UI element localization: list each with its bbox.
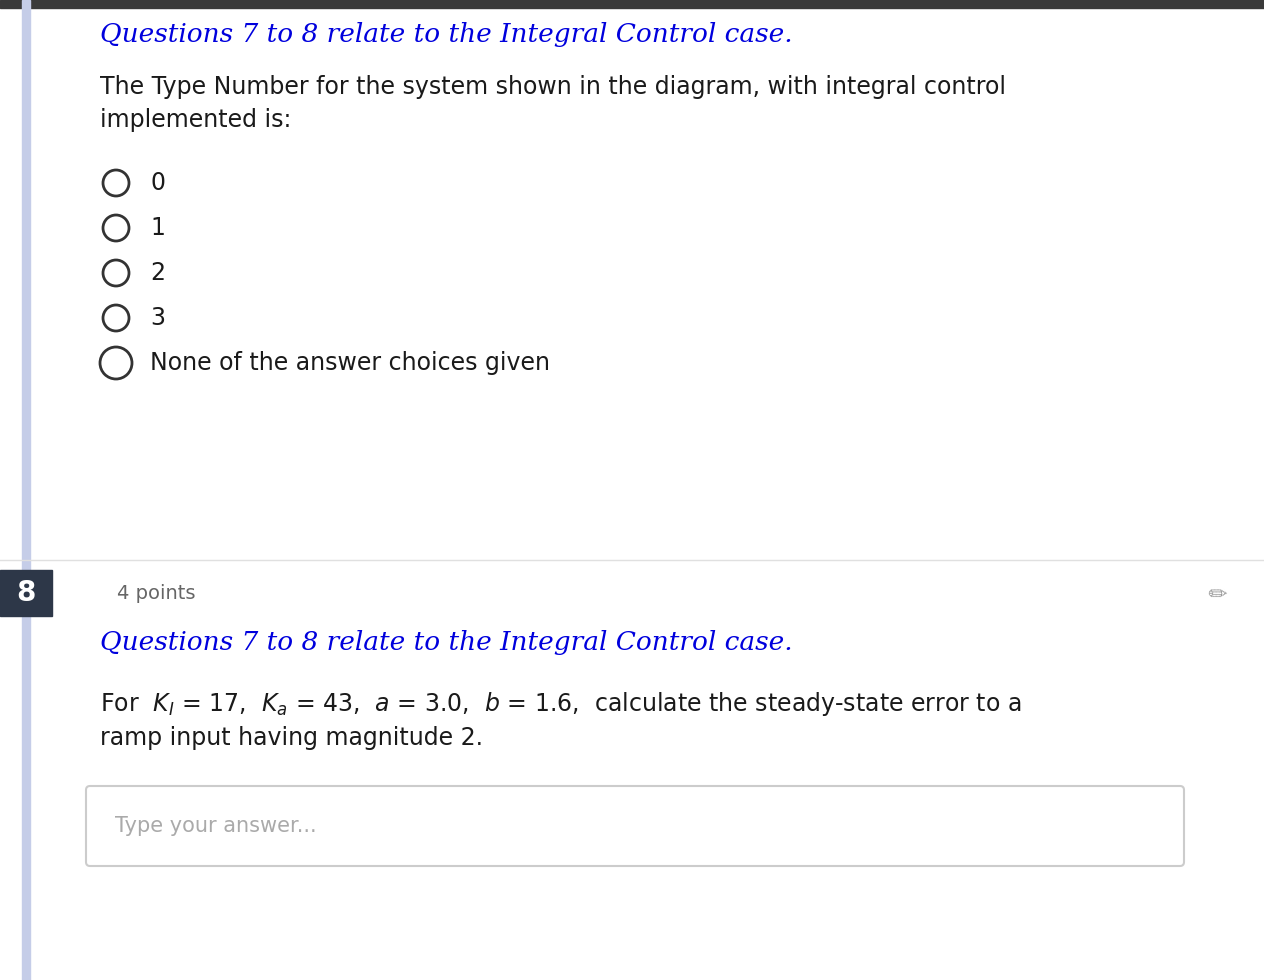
Text: For  $K_I$ = 17,  $K_a$ = 43,  $a$ = 3.0,  $b$ = 1.6,  calculate the steady-stat: For $K_I$ = 17, $K_a$ = 43, $a$ = 3.0, $… — [100, 690, 1021, 718]
Text: 0: 0 — [150, 171, 166, 195]
Text: 2: 2 — [150, 261, 166, 285]
Text: 1: 1 — [150, 216, 164, 240]
Text: Questions 7 to 8 relate to the Integral Control case.: Questions 7 to 8 relate to the Integral … — [100, 22, 793, 47]
Text: 4 points: 4 points — [118, 583, 196, 603]
Text: 3: 3 — [150, 306, 166, 330]
Text: implemented is:: implemented is: — [100, 108, 292, 132]
Text: None of the answer choices given: None of the answer choices given — [150, 351, 550, 375]
Bar — [0, 0, 1264, 8]
Bar — [0, 570, 52, 616]
Bar — [21, 0, 30, 980]
Text: ✎: ✎ — [1206, 579, 1232, 607]
FancyBboxPatch shape — [86, 786, 1184, 866]
Text: 8: 8 — [16, 579, 35, 607]
Text: Questions 7 to 8 relate to the Integral Control case.: Questions 7 to 8 relate to the Integral … — [100, 630, 793, 655]
Text: The Type Number for the system shown in the diagram, with integral control: The Type Number for the system shown in … — [100, 75, 1006, 99]
Text: ramp input having magnitude 2.: ramp input having magnitude 2. — [100, 726, 483, 750]
Text: Type your answer...: Type your answer... — [115, 816, 316, 836]
